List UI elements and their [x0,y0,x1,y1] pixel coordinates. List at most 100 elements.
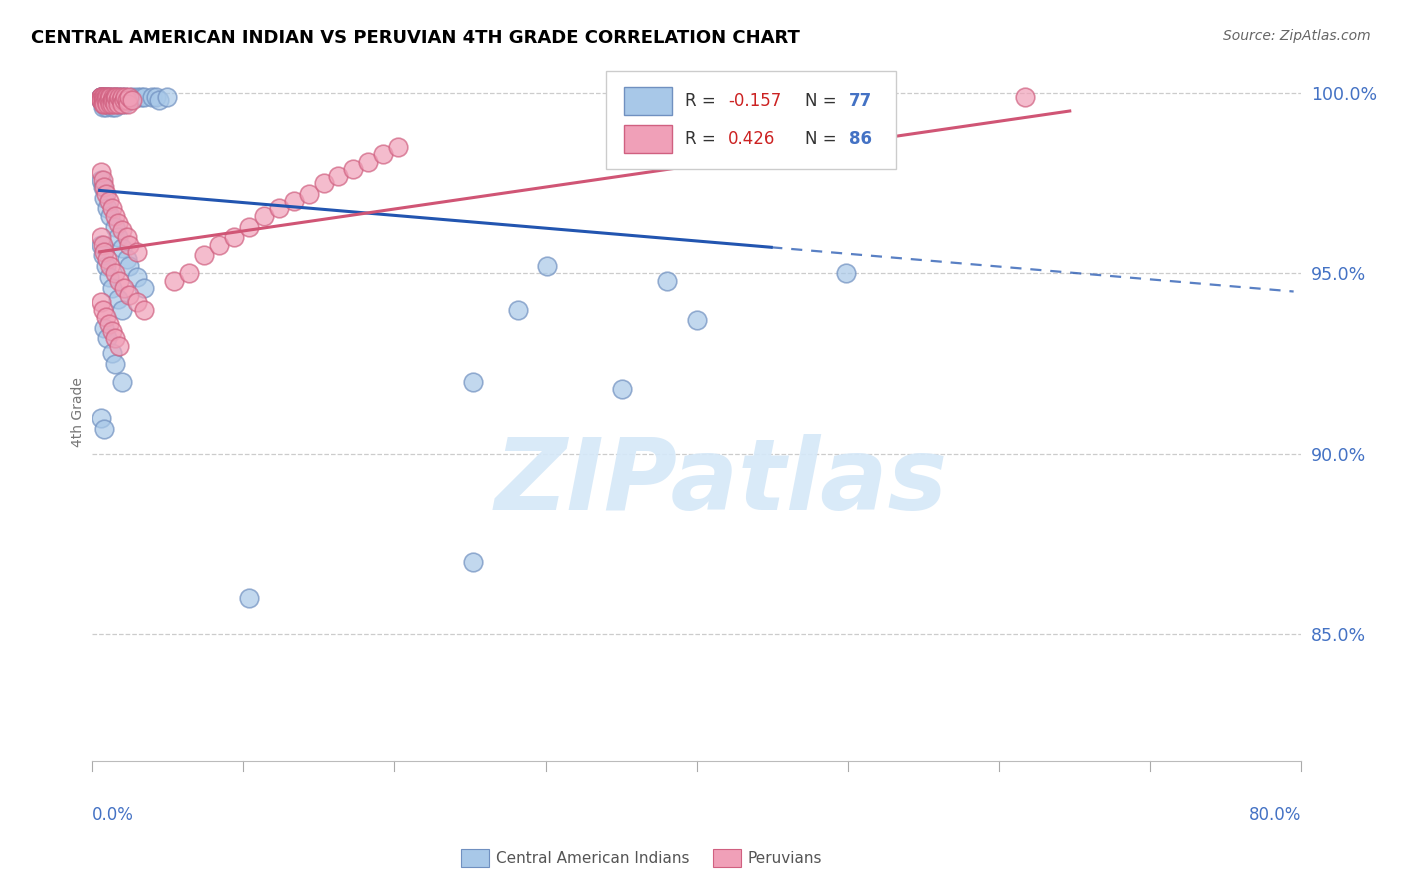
Point [117,96,139,111]
Point [125,89,148,103]
Point [93,191,115,205]
Text: 86: 86 [849,129,872,147]
FancyBboxPatch shape [624,125,672,153]
Point [141,89,163,103]
Point [96,96,118,111]
Point [90,89,112,103]
Point [114,89,136,103]
Point [97,317,120,331]
Point [101,93,124,107]
Point [156,89,179,103]
Point [506,302,529,317]
Point [107,292,129,306]
Point [610,382,633,396]
Point [121,93,143,107]
Point [312,176,335,190]
Point [100,202,122,216]
Point [90,89,112,103]
Point [93,93,115,107]
Point [91,96,114,111]
Point [125,244,148,259]
Point [93,179,115,194]
Point [238,591,260,606]
Point [91,237,114,252]
Point [96,252,118,266]
Point [94,259,117,273]
Point [112,281,135,295]
Point [96,89,118,103]
Point [145,89,167,103]
Text: N =: N = [806,92,842,110]
Point [110,93,132,107]
Point [91,172,114,186]
Point [108,96,131,111]
Point [835,267,858,281]
Point [373,147,395,161]
Point [103,331,125,345]
Point [461,555,484,569]
Point [90,230,112,244]
Text: Peruvians: Peruvians [748,851,823,865]
Point [1014,89,1036,103]
Point [100,100,122,114]
Point [90,89,112,103]
Point [100,89,122,103]
Point [342,161,364,176]
Point [93,422,115,436]
Point [90,172,112,186]
Point [100,281,122,295]
Point [238,219,260,234]
Text: N =: N = [806,129,842,147]
Text: ZIPatlas: ZIPatlas [495,434,948,531]
Point [96,89,118,103]
Point [105,89,128,103]
Text: 0.426: 0.426 [728,129,776,147]
Point [125,295,148,310]
Point [98,96,121,111]
FancyBboxPatch shape [606,71,896,169]
Point [94,100,117,114]
Point [461,375,484,389]
Point [94,89,117,103]
Point [283,194,305,209]
Point [90,89,112,103]
FancyBboxPatch shape [624,87,672,115]
Point [91,93,114,107]
Point [357,154,380,169]
Point [134,281,156,295]
Point [148,93,170,107]
Point [91,96,114,111]
Point [90,89,112,103]
Point [107,96,129,111]
Point [108,89,131,103]
Point [93,96,115,111]
Point [111,96,134,111]
Point [297,187,319,202]
Point [96,202,118,216]
Point [112,93,135,107]
Point [90,410,112,425]
Point [118,259,141,273]
Point [208,237,231,252]
Point [111,241,134,255]
Point [96,331,118,345]
Point [90,89,112,103]
Point [103,93,125,107]
Point [93,93,115,107]
Point [111,89,134,103]
Point [103,100,125,114]
Point [101,93,124,107]
Point [267,202,290,216]
Point [103,96,125,111]
Point [108,274,131,288]
Point [179,267,201,281]
Point [97,194,120,209]
Point [253,209,276,223]
Point [97,89,120,103]
Point [93,96,115,111]
Text: 80.0%: 80.0% [1249,806,1301,824]
Point [98,89,121,103]
Point [111,375,134,389]
Point [94,187,117,202]
Point [94,310,117,324]
